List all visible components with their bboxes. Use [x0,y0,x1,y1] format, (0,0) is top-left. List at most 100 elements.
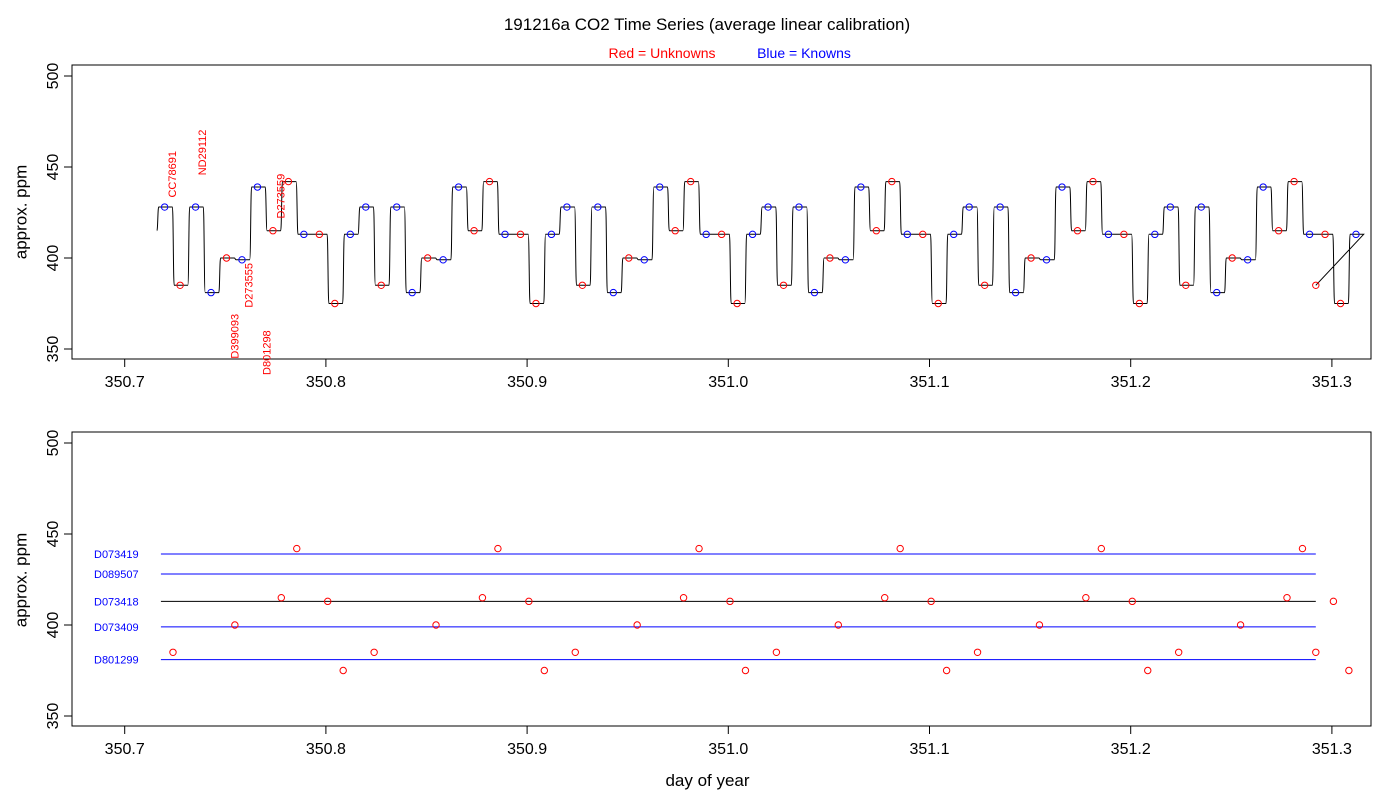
known-point [547,230,556,239]
unknown-point [772,648,781,656]
unknown-point [1274,227,1283,235]
x-tick-label: 351.1 [909,374,949,391]
x-tick-label: 350.9 [507,374,547,391]
unknown-point [324,597,332,606]
unknown-point [222,254,231,262]
unknown-point [571,648,579,656]
unknown-point [1073,227,1082,235]
reference-line-label: D089507 [94,569,139,581]
unknown-point [1329,597,1338,606]
unknown-point [578,281,587,289]
known-point [1011,288,1020,297]
known-point [346,230,354,239]
unknown-point [625,254,633,262]
unknown-point [485,177,494,186]
unknown-point [169,648,177,656]
known-point [300,230,308,239]
x-tick-label: 350.9 [507,741,547,758]
x-tick-label: 351.2 [1111,374,1151,391]
known-point [362,203,370,211]
known-point [1213,288,1221,297]
y-tick-label: 400 [45,612,62,639]
unknown-point [779,281,788,289]
known-point [253,183,262,191]
unknown-point [834,621,842,629]
x-tick-label: 351.3 [1312,741,1352,758]
unknown-point [1082,594,1090,602]
known-point [1104,230,1113,239]
unknown-point [726,597,734,606]
unknown-point [1174,648,1183,656]
unknown-point [176,281,184,289]
reference-line-label: D801299 [94,655,139,667]
unknown-point [269,227,277,235]
unknown-point [888,177,896,186]
unknown-point [881,594,889,602]
unknown-point [733,299,741,308]
unknown-point [1097,544,1106,553]
unknown-point [919,230,927,239]
known-point [640,256,648,264]
y-tick-label: 450 [45,154,62,181]
unknown-point [339,666,347,675]
known-point [1058,183,1066,191]
known-point [748,230,757,239]
sample-id-annotation: D273555 [243,263,255,308]
unknown-point [896,544,904,553]
sample-id-annotation: D801298 [261,330,273,375]
known-point [609,288,618,297]
known-point [795,203,803,211]
unknown-point [934,299,942,308]
unknown-point [377,281,385,289]
x-tick-label: 351.3 [1312,374,1352,391]
known-point [1305,230,1314,239]
reference-line-label: D073418 [94,596,139,608]
known-point [903,230,911,239]
known-point [965,203,973,211]
x-tick-label: 351.0 [708,741,748,758]
x-tick-label: 350.8 [306,741,346,758]
known-point [1259,183,1267,191]
y-tick-label: 500 [45,63,62,90]
sample-id-annotation: CC78691 [167,151,179,197]
unknown-point [1236,621,1245,629]
known-point [656,183,664,191]
unknown-point [1228,254,1236,262]
sample-id-annotation: D399093 [229,314,241,359]
unknown-point [826,254,834,262]
y-tick-label: 450 [45,521,62,548]
unknown-point [1298,544,1307,553]
known-point [810,288,819,297]
known-point [1151,230,1159,239]
x-tick-label: 351.2 [1111,741,1151,758]
unknown-point [1321,230,1329,239]
unknown-point [470,227,478,235]
unknown-point [1035,621,1044,629]
unknown-point [516,230,525,239]
known-point [996,203,1004,211]
unknown-point [1144,666,1152,675]
unknown-point [532,299,540,308]
known-point [1042,256,1051,264]
unknown-point [331,299,339,308]
y-tick-label: 350 [45,336,62,363]
x-tick-label: 351.0 [708,374,748,391]
unknown-point [695,544,703,553]
unknown-point [633,621,641,629]
x-tick-label: 351.1 [909,741,949,758]
y-tick-label: 400 [45,245,62,272]
unknown-point [478,594,487,602]
plot-frame [71,64,1372,360]
unknown-point [671,227,679,235]
unknown-point [679,594,688,602]
unknown-point [1027,254,1035,262]
unknown-point [1135,299,1144,308]
unknown-point [686,177,695,186]
unknown-point [540,666,549,675]
chart-title: 191216a CO2 Time Series (average linear … [504,15,910,34]
unknown-point [1290,177,1298,186]
reference-line-label: D073419 [94,549,139,561]
top-panel: 350.7 350.8 350.9 351.0 351.1 351.2 351.3 350 40… [11,63,1372,391]
unknown-point [494,544,502,553]
